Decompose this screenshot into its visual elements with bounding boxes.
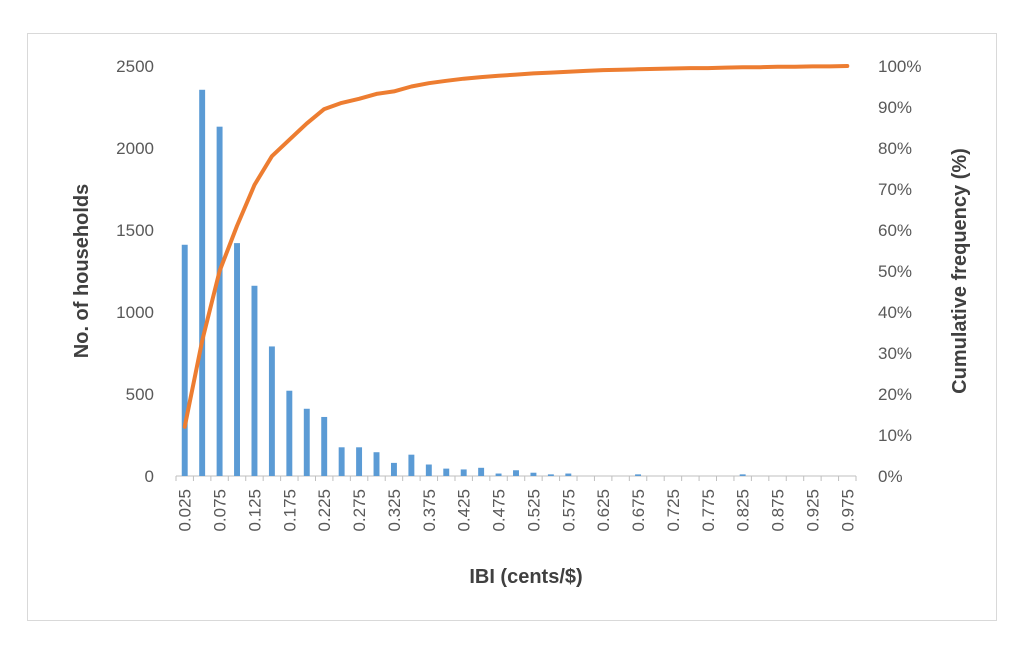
histogram-bar: [390, 462, 397, 476]
y2-tick-label: 80%: [878, 139, 912, 158]
y-tick-label: 0: [145, 467, 154, 486]
y2-tick-label: 50%: [878, 262, 912, 281]
histogram-bar: [321, 416, 328, 476]
x-tick-label: 0.275: [350, 489, 369, 532]
x-tick-label: 0.675: [629, 489, 648, 532]
x-tick-label: 0.925: [803, 489, 822, 532]
chart-frame: 0 500 1000 1500 2000 2500 0% 10% 20% 30% 40% 50% 60%…: [27, 33, 997, 621]
histogram-bar: [199, 89, 206, 476]
x-tick-label: 0.475: [490, 489, 509, 532]
histogram-bar: [513, 470, 519, 476]
x-tick-label: 0.525: [524, 489, 543, 532]
cumulative-frequency-line: [182, 64, 850, 429]
histogram-bar: [181, 244, 188, 476]
histogram-bar: [495, 473, 502, 476]
histogram-bar: [478, 467, 485, 476]
histogram-bar: [408, 454, 415, 476]
y-axis-title: No. of households: [71, 184, 93, 358]
histogram-bar: [216, 126, 223, 477]
x-tick-label: 0.025: [176, 489, 195, 532]
y-tick-label: 2000: [116, 139, 154, 158]
x-tick-label: 0.075: [211, 489, 230, 532]
y2-tick-label: 70%: [878, 180, 912, 199]
x-tick-label: 0.125: [245, 489, 264, 532]
x-tick-label: 0.775: [699, 489, 718, 532]
y2-tick-label: 0%: [878, 467, 903, 486]
histogram-bar: [460, 469, 467, 476]
histogram-bar: [251, 285, 258, 476]
histogram-bar: [373, 452, 380, 476]
x-tick-label: 0.825: [734, 489, 753, 532]
y-tick-label: 2500: [116, 57, 154, 76]
x-tick-label: 0.225: [315, 489, 334, 532]
y-tick-label: 1500: [116, 221, 154, 240]
y-tick-label: 500: [126, 385, 154, 404]
histogram-bar: [268, 346, 275, 476]
x-tick-label: 0.325: [385, 489, 404, 532]
histogram-bar: [547, 474, 554, 476]
y-tick-label: 1000: [116, 303, 154, 322]
histogram-bar: [286, 390, 293, 476]
y2-tick-label: 20%: [878, 385, 912, 404]
y2-tick-label: 10%: [878, 426, 912, 445]
x-tick-label: 0.175: [280, 489, 299, 532]
y2-axis-title: Cumulative frequency (%): [949, 148, 971, 394]
y2-tick-label: 60%: [878, 221, 912, 240]
y2-tick-label: 40%: [878, 303, 912, 322]
histogram-bar: [303, 408, 310, 476]
x-tick-label: 0.375: [420, 489, 439, 532]
histogram-bar: [356, 447, 363, 476]
histogram-bar: [425, 464, 432, 476]
histogram-bar: [635, 474, 642, 476]
x-axis-title: IBI (cents/$): [469, 566, 582, 588]
y2-tick-label: 90%: [878, 98, 912, 117]
x-tick-label: 0.625: [594, 489, 613, 532]
y2-tick-label: 30%: [878, 344, 912, 363]
histogram-bar: [338, 447, 345, 476]
x-tick-label: 0.575: [559, 489, 578, 532]
chart: 0 500 1000 1500 2000 2500 0% 10% 20% 30% 40% 50% 60%…: [71, 57, 971, 588]
histogram-bar: [565, 473, 572, 476]
histogram-bar: [739, 474, 746, 476]
histogram-bar: [443, 468, 450, 476]
y2-tick-label: 100%: [878, 57, 921, 76]
x-tick-label: 0.875: [769, 489, 788, 532]
x-tick-label: 0.975: [838, 489, 857, 532]
x-tick-label: 0.425: [455, 489, 474, 532]
histogram-bar: [530, 472, 537, 476]
histogram-bar: [234, 243, 240, 476]
x-tick-label: 0.725: [664, 489, 683, 532]
